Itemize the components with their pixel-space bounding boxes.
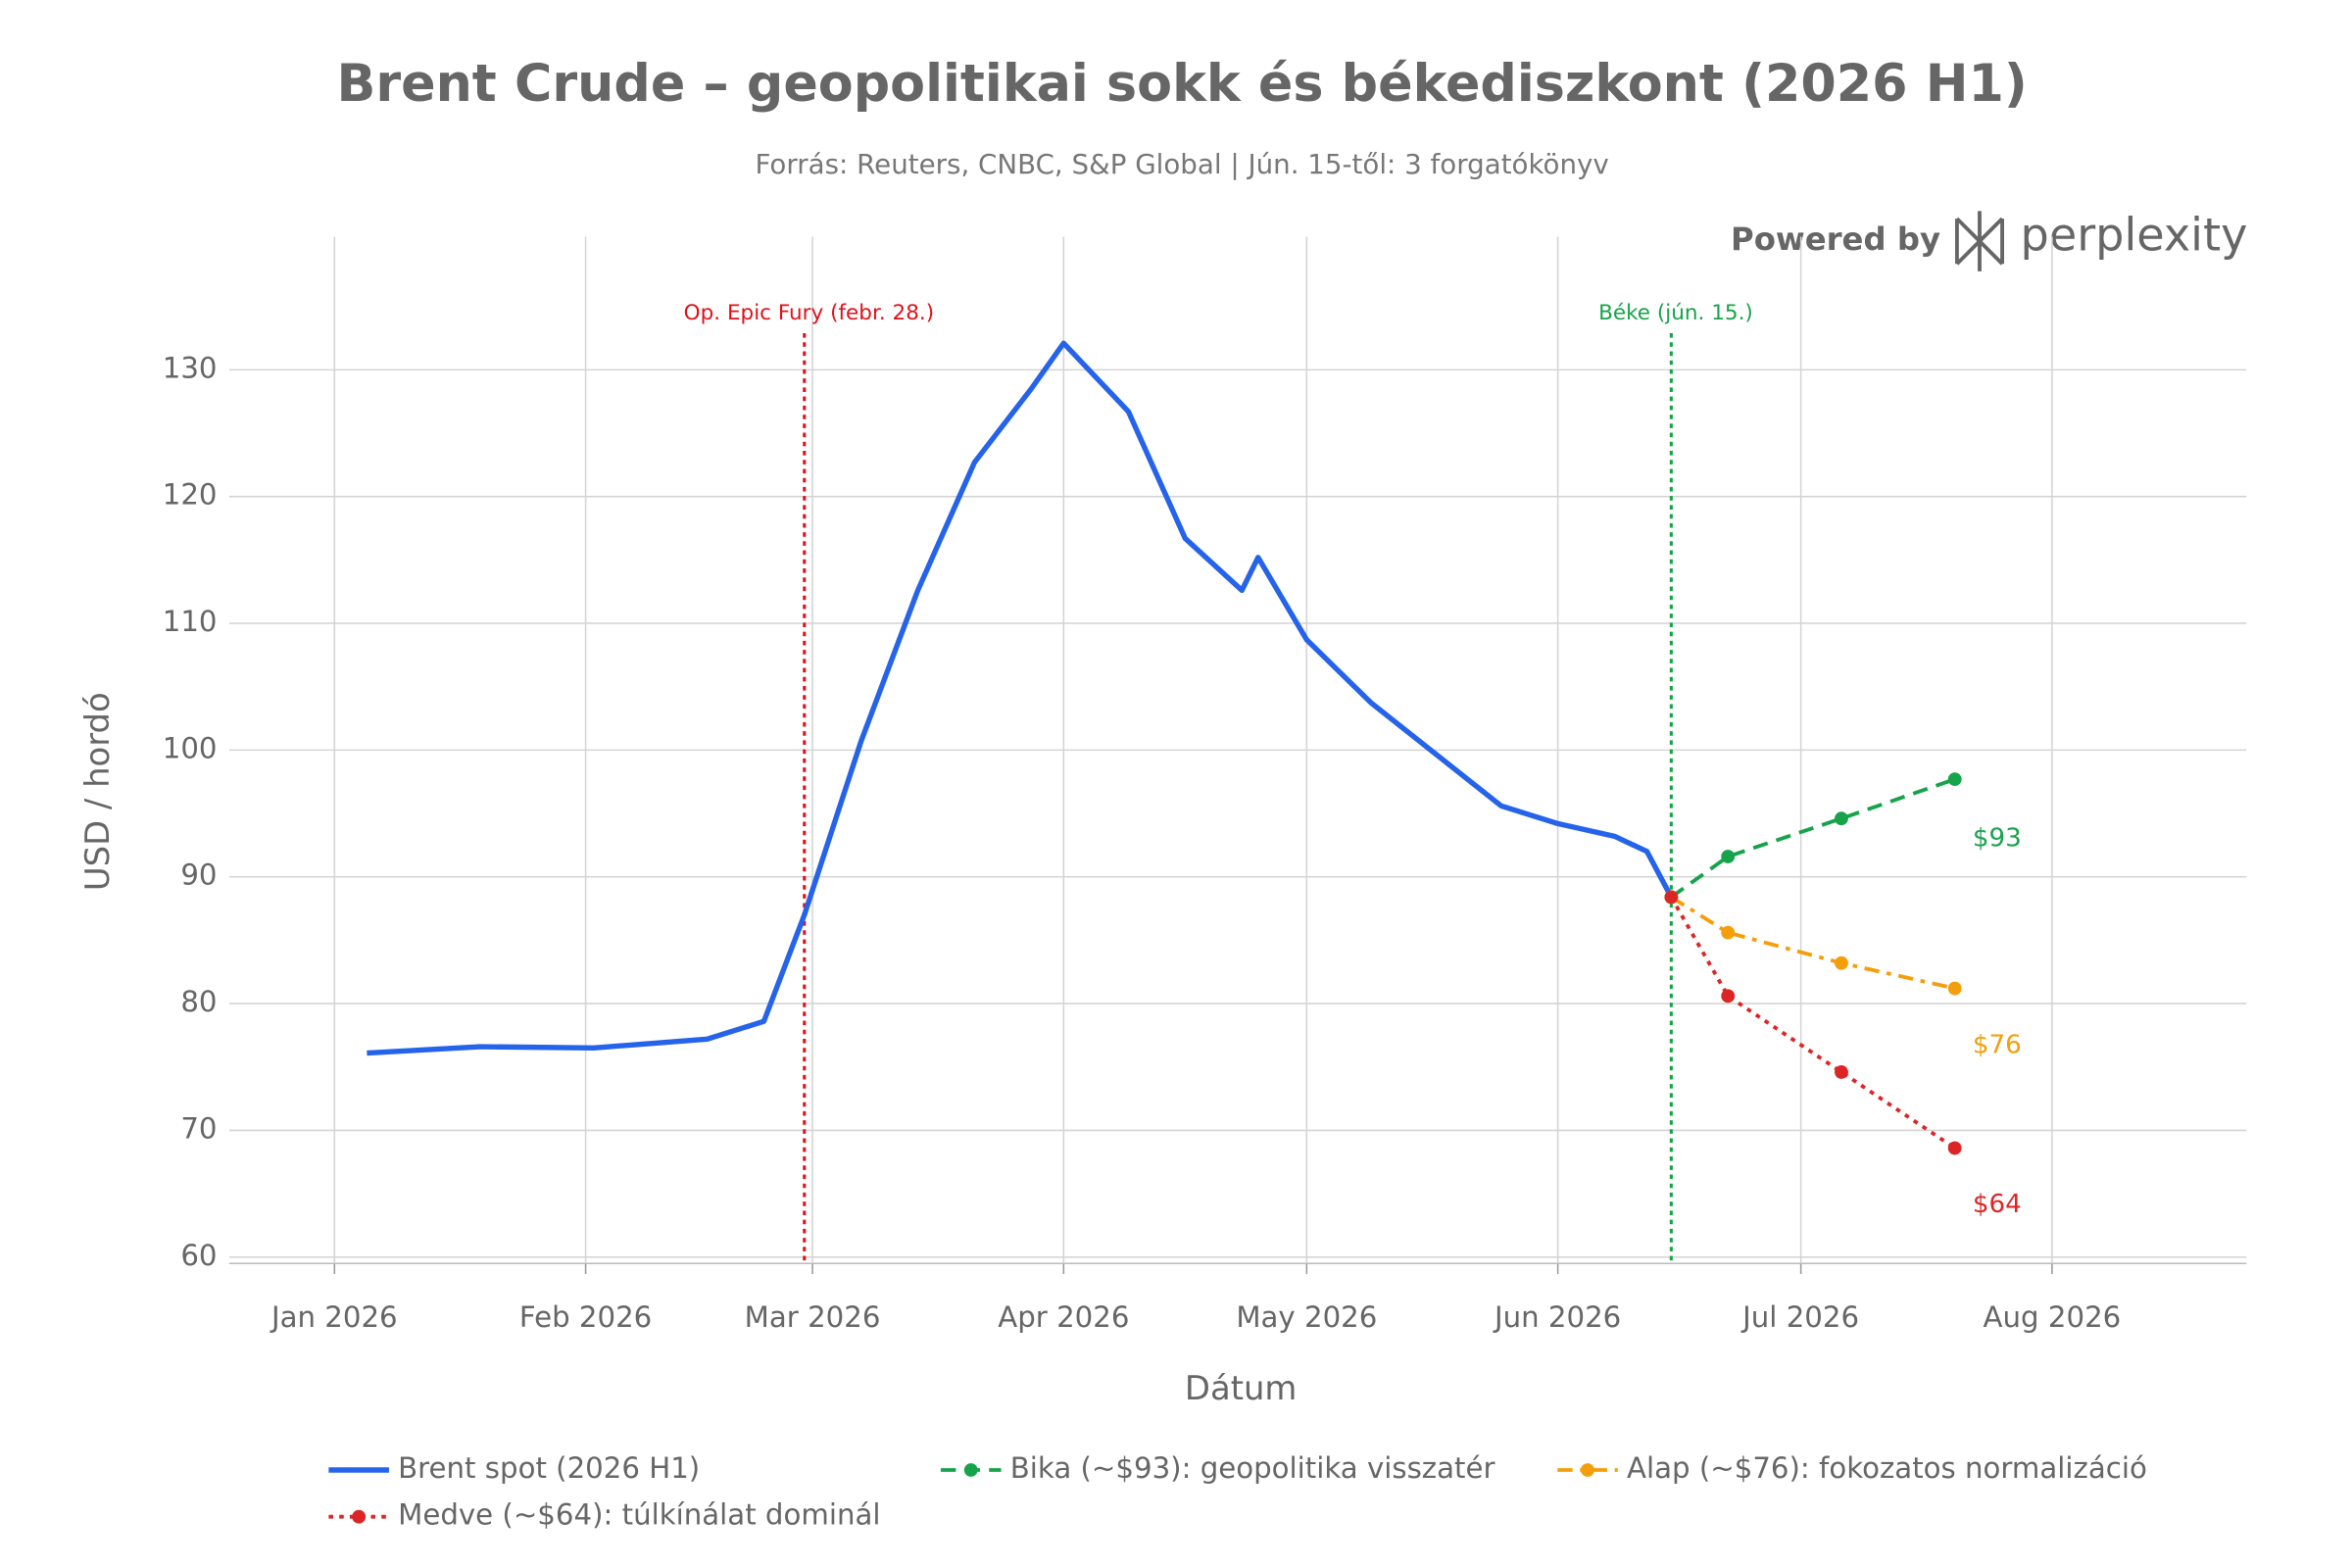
- brand-name: perplexity: [2021, 209, 2248, 262]
- series-marker: [1947, 1141, 1962, 1155]
- x-axis-label: Dátum: [1185, 1369, 1297, 1407]
- annotation: $93: [1973, 823, 2022, 853]
- legend-marker: [963, 1463, 978, 1477]
- y-tick-label: 100: [163, 731, 218, 764]
- y-tick-label: 80: [180, 985, 217, 1018]
- x-tick-label: Mar 2026: [745, 1300, 881, 1334]
- x-tick-label: May 2026: [1236, 1300, 1377, 1334]
- y-axis-label: USD / hordó: [78, 692, 117, 891]
- chart-subtitle: Forrás: Reuters, CNBC, S&P Global | Jún.…: [755, 148, 1608, 180]
- annotation: $76: [1973, 1030, 2022, 1059]
- brand-prefix: Powered by: [1731, 220, 1940, 258]
- x-tick-label: Aug 2026: [1984, 1300, 2122, 1334]
- series-line: [367, 340, 1674, 1056]
- series-marker: [1947, 772, 1962, 787]
- x-tick-label: Apr 2026: [998, 1300, 1129, 1334]
- x-tick-label: Feb 2026: [519, 1300, 652, 1334]
- y-tick-label: 130: [163, 351, 218, 384]
- series-line: [1670, 777, 1956, 899]
- series-marker: [1947, 981, 1962, 996]
- legend-label: Bika (~$93): geopolitika visszatér: [1010, 1451, 1496, 1485]
- y-tick-label: 90: [180, 858, 217, 892]
- legend-label: Medve (~$64): túlkínálat dominál: [398, 1498, 880, 1532]
- y-tick-label: 120: [163, 478, 218, 512]
- x-tick-label: Jan 2026: [270, 1300, 398, 1334]
- event-label: Op. Epic Fury (febr. 28.): [684, 301, 934, 325]
- x-tick-label: Jun 2026: [1493, 1300, 1621, 1334]
- legend-label: Brent spot (2026 H1): [398, 1451, 700, 1485]
- event-label: Béke (jún. 15.): [1598, 301, 1753, 325]
- annotation: $64: [1973, 1190, 2022, 1219]
- y-tick-label: 70: [180, 1111, 217, 1145]
- y-tick-label: 60: [180, 1239, 217, 1272]
- series-marker: [1835, 811, 1848, 826]
- chart-title: Brent Crude – geopolitikai sokk és béked…: [336, 54, 2027, 114]
- series-marker: [1721, 989, 1736, 1004]
- legend-label: Alap (~$76): fokozatos normalizáció: [1627, 1451, 2147, 1485]
- brand-logo: [1955, 211, 2004, 271]
- x-tick-label: Jul 2026: [1740, 1300, 1859, 1334]
- legend-marker: [1581, 1463, 1594, 1477]
- series-marker: [1664, 890, 1679, 905]
- series-marker: [1721, 925, 1736, 940]
- y-tick-label: 110: [163, 605, 218, 638]
- legend-marker: [352, 1509, 367, 1524]
- series-line: [1669, 896, 1956, 1151]
- series-marker: [1835, 956, 1848, 970]
- series-marker: [1835, 1064, 1848, 1079]
- series-marker: [1721, 850, 1736, 863]
